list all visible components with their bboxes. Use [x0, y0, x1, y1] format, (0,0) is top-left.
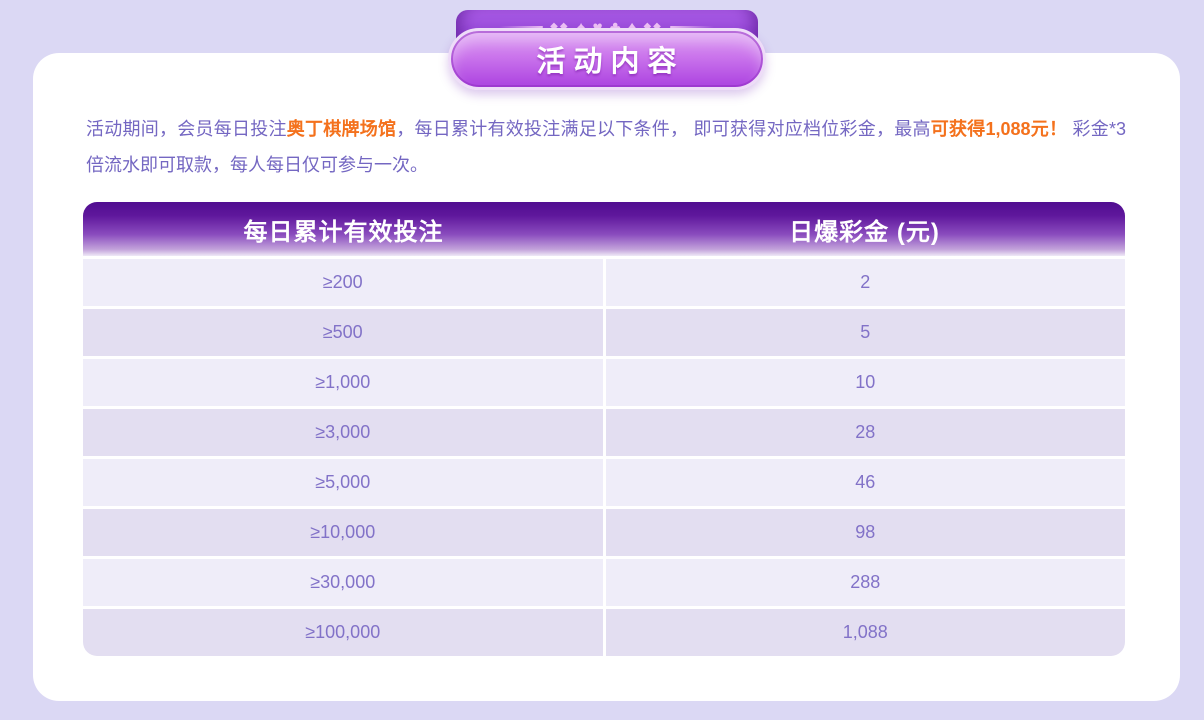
description-text: 活动期间，会员每日投注 [86, 119, 287, 139]
table-row: ≥10,000 98 [83, 509, 1125, 556]
promo-description: 活动期间，会员每日投注奥丁棋牌场馆，每日累计有效投注满足以下条件， 即可获得对应… [86, 111, 1126, 183]
highlight-text: 奥丁棋牌场馆 [286, 119, 397, 139]
ribbon-decoration: ◆◆ ♠ ♥ ♣ ♦ ◆◆ [499, 10, 714, 44]
table-row: ≥100,000 1,088 [83, 609, 1125, 656]
bonus-amount-cell: 2 [605, 259, 1125, 306]
diamond-dots-icon: ◆◆ [643, 21, 663, 32]
section-banner: ◆◆ ♠ ♥ ♣ ♦ ◆◆ 活动内容 [437, 10, 777, 116]
description-text: ，每日累计有效投注满足以下条件， 即可获得对应档位彩金，最高 [396, 119, 931, 139]
reward-table-body: ≥200 2 ≥500 5 ≥1,000 10 ≥3,000 28 ≥5,000 46 ≥10,00… [83, 259, 1125, 656]
bet-threshold-cell: ≥100,000 [83, 609, 603, 656]
column-header-bet: 每日累计有效投注 [243, 218, 444, 246]
decor-line-left [499, 26, 544, 28]
bonus-amount-cell: 5 [605, 309, 1125, 356]
heart-icon: ♥ [592, 17, 603, 37]
table-row: ≥3,000 28 [83, 409, 1125, 456]
bonus-amount-cell: 10 [605, 359, 1125, 406]
spade-icon: ♠ [576, 17, 586, 37]
table-row: ≥30,000 288 [83, 559, 1125, 606]
club-icon: ♣ [609, 17, 621, 37]
table-row: ≥500 5 [83, 309, 1125, 356]
table-row: ≥1,000 10 [83, 359, 1125, 406]
bonus-amount-cell: 46 [605, 459, 1125, 506]
bonus-amount-cell: 98 [605, 509, 1125, 556]
column-header-bonus: 日爆彩金 (元) [789, 218, 940, 246]
table-row: ≥200 2 [83, 259, 1125, 306]
bet-threshold-cell: ≥10,000 [83, 509, 603, 556]
bonus-amount-cell: 1,088 [605, 609, 1125, 656]
highlight-text: 可获得1,088元！ [930, 119, 1068, 139]
bonus-amount-cell: 28 [605, 409, 1125, 456]
diamond-dots-icon: ◆◆ [550, 21, 570, 32]
reward-table: 每日累计有效投注 日爆彩金 (元) ≥200 2 ≥500 5 ≥1,000 10 ≥3,0… [83, 202, 1125, 656]
banner-pill: 活动内容 [447, 28, 766, 90]
bet-threshold-cell: ≥30,000 [83, 559, 603, 606]
table-row: ≥5,000 46 [83, 459, 1125, 506]
bonus-amount-cell: 288 [605, 559, 1125, 606]
diamond-icon: ♦ [627, 17, 637, 37]
bet-threshold-cell: ≥500 [83, 309, 603, 356]
content-card: ◆◆ ♠ ♥ ♣ ♦ ◆◆ 活动内容 活动期间，会员每日投注奥丁棋牌场馆，每日累… [33, 10, 1180, 701]
bet-threshold-cell: ≥200 [83, 259, 603, 306]
bet-threshold-cell: ≥3,000 [83, 409, 603, 456]
bet-threshold-cell: ≥1,000 [83, 359, 603, 406]
section-title: 活动内容 [536, 46, 685, 78]
bet-threshold-cell: ≥5,000 [83, 459, 603, 506]
table-header-row: 每日累计有效投注 日爆彩金 (元) [83, 202, 1125, 256]
description-text: 彩金*3倍流水即可取款，每人每日仅可参与一次。 [86, 119, 1127, 175]
